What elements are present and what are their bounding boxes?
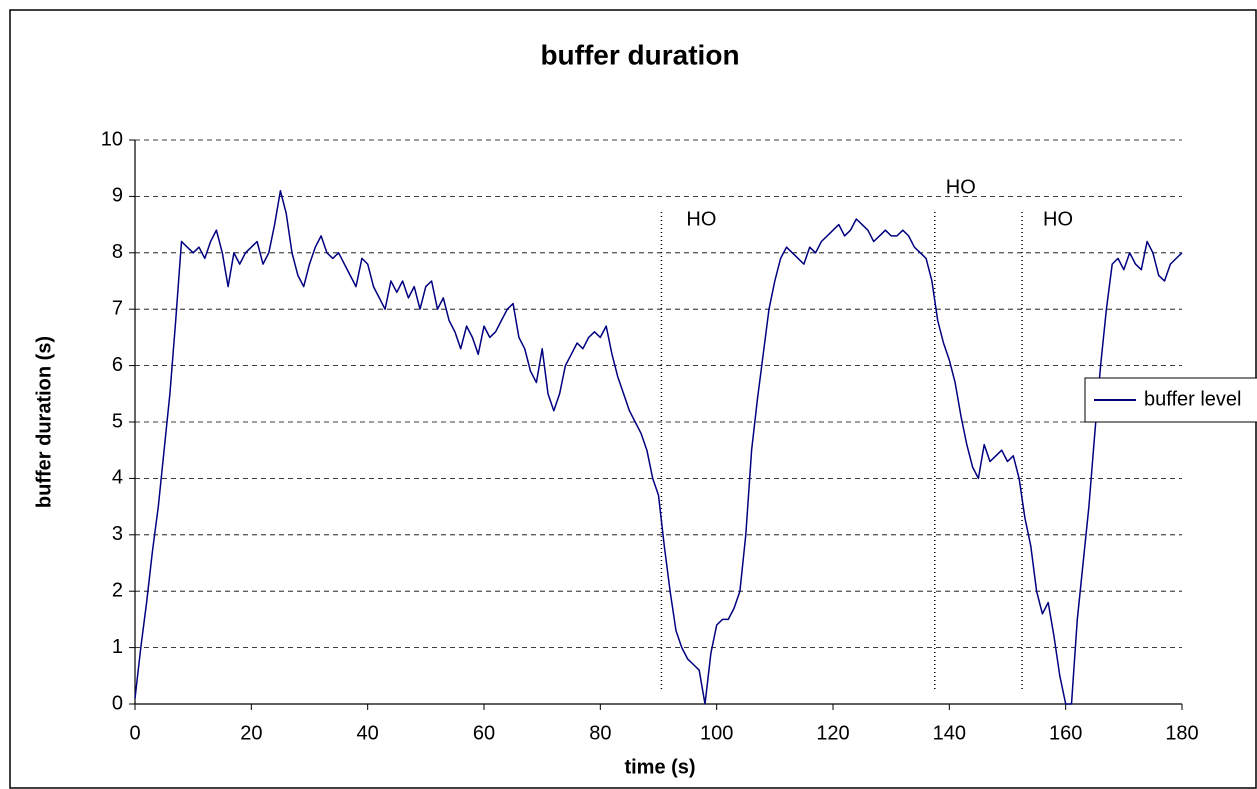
y-tick-label: 1 [112,636,123,658]
y-tick-label: 10 [101,128,123,150]
y-tick-label: 7 [112,297,123,319]
x-tick-label: 0 [129,722,140,744]
x-tick-label: 100 [700,722,733,744]
chart-title: buffer duration [540,39,739,70]
x-tick-label: 20 [240,722,262,744]
series-line [134,190,1183,705]
x-axis-label: time (s) [624,756,695,778]
y-tick-label: 5 [112,410,123,432]
y-tick-label: 8 [112,241,123,263]
x-tick-label: 120 [816,722,849,744]
x-tick-label: 180 [1165,722,1198,744]
y-tick-label: 0 [112,692,123,714]
y-tick-label: 6 [112,354,123,376]
y-tick-label: 9 [112,185,123,207]
y-tick-label: 3 [112,523,123,545]
x-tick-label: 160 [1049,722,1082,744]
legend-label: buffer level [1144,388,1241,410]
x-tick-label: 140 [933,722,966,744]
y-tick-label: 2 [112,579,123,601]
x-tick-label: 80 [589,722,611,744]
marker-label: HO [1043,208,1073,230]
marker-label: HO [686,208,716,230]
legend-box [1084,377,1257,423]
y-tick-label: 4 [112,467,123,489]
marker-label: HO [946,176,976,198]
x-tick-label: 40 [357,722,379,744]
x-tick-label: 60 [473,722,495,744]
chart-frame [9,9,1257,789]
y-axis-label: buffer duration (s) [33,336,55,508]
